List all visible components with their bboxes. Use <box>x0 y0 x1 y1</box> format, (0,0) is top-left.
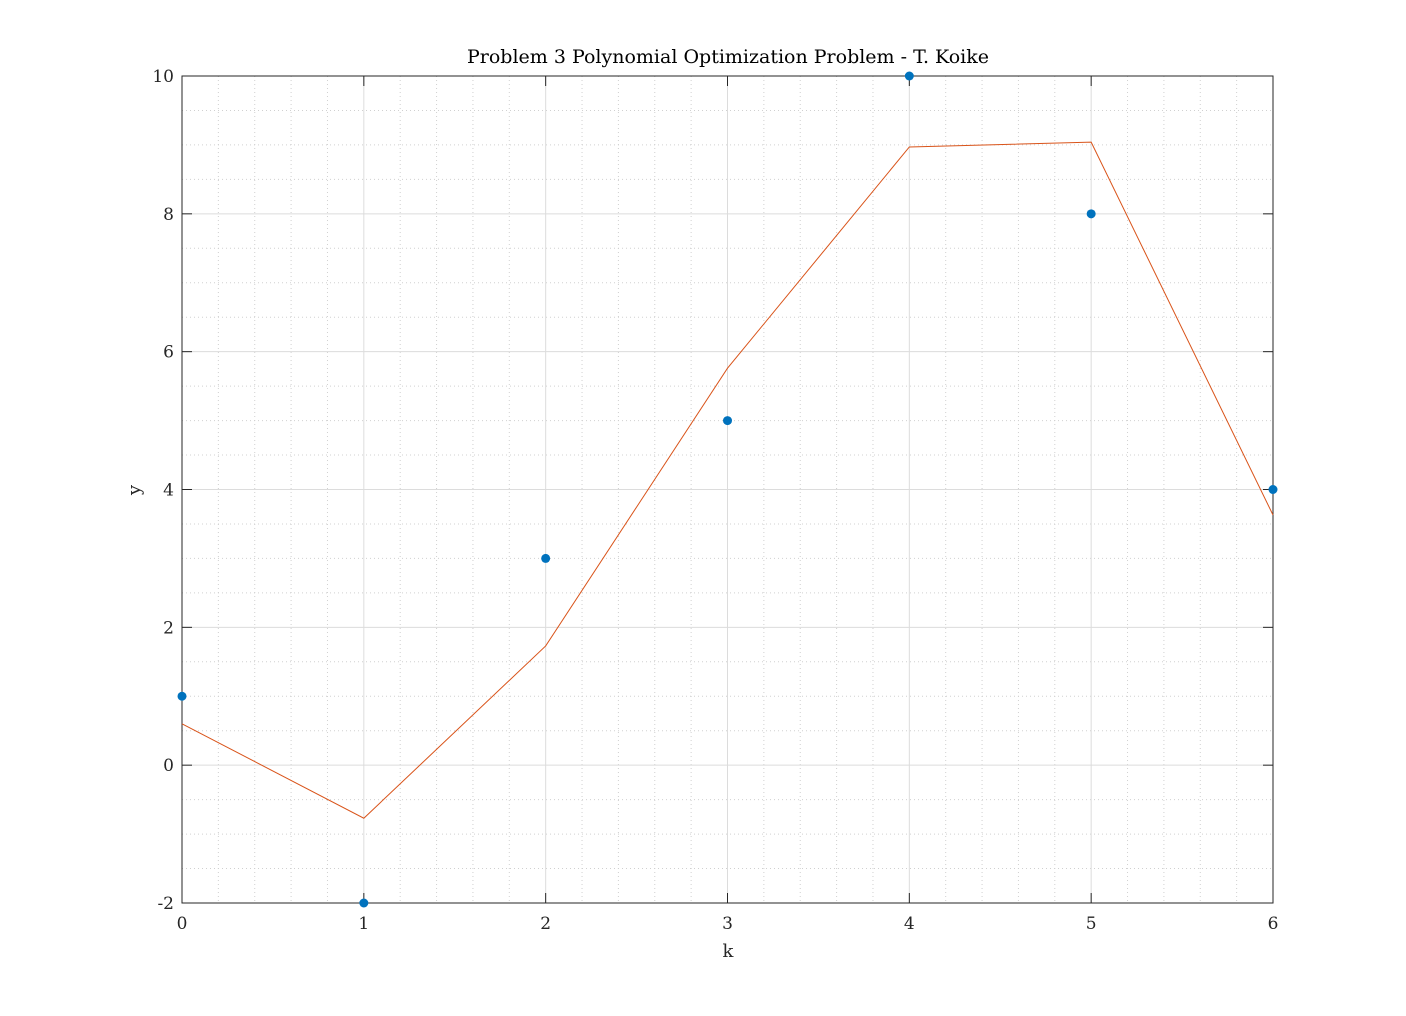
series-line <box>181 141 1274 819</box>
scatter-point <box>177 691 187 701</box>
x-tick-label: 0 <box>177 914 188 934</box>
scatter-point <box>904 71 914 81</box>
y-tick-label: 4 <box>163 481 174 501</box>
scatter-point <box>359 898 369 908</box>
y-tick-label: 6 <box>163 343 174 363</box>
x-tick-label: 3 <box>722 914 733 934</box>
y-tick-labels: -2 0 2 4 6 8 10 <box>152 67 174 914</box>
y-tick-label: 8 <box>163 205 174 225</box>
y-tick-label: -2 <box>157 894 174 914</box>
x-tick-label: 5 <box>1086 914 1097 934</box>
x-tick-label: 6 <box>1268 914 1279 934</box>
x-tick-label: 2 <box>540 914 551 934</box>
x-tick-label: 4 <box>904 914 915 934</box>
chart-title: Problem 3 Polynomial Optimization Proble… <box>467 46 989 68</box>
y-axis-label: y <box>124 484 145 496</box>
x-axis-label: k <box>723 941 735 962</box>
y-tick-label: 10 <box>152 67 174 87</box>
axis-ticks <box>181 75 1274 904</box>
x-tick-label: 1 <box>358 914 369 934</box>
scatter-point <box>1086 209 1096 219</box>
y-tick-label: 2 <box>163 618 174 638</box>
scatter-point <box>723 416 732 426</box>
series-group <box>177 71 1278 908</box>
x-tick-labels: 0 1 2 3 4 5 6 <box>177 914 1279 934</box>
scatter-point <box>1268 485 1278 494</box>
y-tick-label: 0 <box>163 756 174 776</box>
scatter-point <box>541 553 551 563</box>
